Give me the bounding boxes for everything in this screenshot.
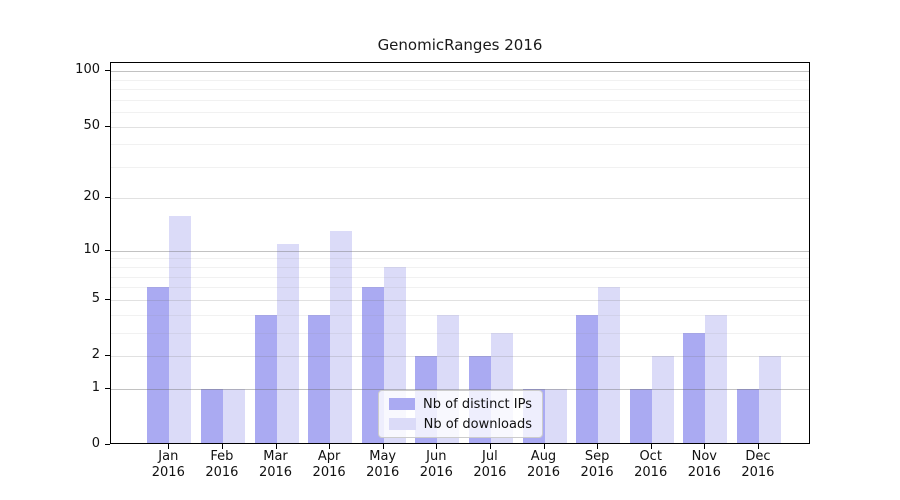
x-tick-sep [597, 444, 599, 449]
x-tick-may [382, 444, 384, 449]
bar-dec-distinct-ips [736, 388, 759, 443]
plot-area [110, 62, 810, 444]
legend: Nb of distinct IPs Nb of downloads [378, 390, 543, 438]
y-tick-label-2: 2 [91, 347, 100, 362]
gridline-30 [111, 166, 809, 168]
gridline-7 [111, 276, 809, 278]
bar-jan-distinct-ips [147, 287, 170, 443]
gridline-5 [111, 299, 809, 301]
gridline-2 [111, 356, 809, 357]
bar-mar-downloads [276, 243, 299, 443]
x-tick-aug [543, 444, 545, 449]
bar-oct-distinct-ips [629, 388, 652, 443]
x-tick-apr [329, 444, 331, 449]
x-tick-label-jan: Jan 2016 [151, 449, 185, 480]
y-tick-label-50: 50 [83, 117, 100, 133]
gridline-8 [111, 267, 809, 269]
y-tick-label-5: 5 [91, 290, 100, 306]
gridline-100 [111, 71, 809, 73]
bar-sep-downloads [598, 287, 621, 443]
gridline-90 [111, 79, 809, 81]
x-tick-dec [757, 444, 759, 449]
x-tick-label-aug: Aug 2016 [526, 449, 561, 480]
grid-layer [111, 63, 809, 443]
x-tick-label-may: May 2016 [366, 449, 400, 480]
y-tick-label-0: 0 [91, 436, 100, 451]
x-tick-label-sep: Sep 2016 [580, 449, 614, 480]
bar-apr-distinct-ips [308, 314, 331, 443]
bar-jan-downloads [169, 215, 192, 443]
chart-title: GenomicRanges 2016 [377, 36, 543, 54]
bar-aug-downloads [544, 388, 567, 443]
bar-oct-downloads [651, 356, 674, 443]
x-tick-label-nov: Nov 2016 [687, 449, 721, 480]
x-tick-label-jun: Jun 2016 [419, 449, 453, 480]
bar-nov-downloads [705, 314, 728, 443]
bar-sep-distinct-ips [576, 314, 599, 443]
bar-feb-downloads [222, 388, 245, 443]
y-tick-0 [105, 444, 110, 445]
bar-dec-downloads [758, 356, 781, 443]
y-tick-20 [105, 197, 110, 199]
y-tick-50 [105, 125, 110, 127]
gridline-1 [111, 388, 809, 390]
bar-mar-distinct-ips [254, 314, 277, 443]
gridline-3 [111, 332, 809, 334]
y-tick-label-10: 10 [83, 241, 100, 257]
bar-nov-distinct-ips [683, 332, 706, 443]
x-tick-nov [704, 444, 706, 449]
gridline-20 [111, 198, 809, 200]
x-tick-mar [275, 444, 277, 449]
x-tick-label-apr: Apr 2016 [312, 449, 346, 480]
x-tick-feb [221, 444, 223, 449]
gridline-60 [111, 112, 809, 114]
legend-swatch-downloads [389, 418, 416, 430]
x-tick-jan [168, 444, 170, 449]
legend-swatch-distinct-ips [389, 398, 416, 410]
legend-label-downloads: Nb of downloads [423, 416, 532, 432]
gridline-10 [111, 250, 809, 252]
x-tick-label-dec: Dec 2016 [741, 449, 775, 480]
x-tick-oct [650, 444, 652, 449]
gridline-6 [111, 287, 809, 289]
gridline-70 [111, 99, 809, 101]
x-tick-label-feb: Feb 2016 [205, 449, 239, 480]
y-tick-label-100: 100 [75, 62, 100, 78]
gridline-40 [111, 144, 809, 146]
y-tick-2 [105, 355, 110, 356]
gridline-4 [111, 314, 809, 316]
y-tick-1 [105, 387, 110, 389]
y-tick-100 [105, 70, 110, 72]
x-tick-label-jul: Jul 2016 [473, 449, 507, 480]
x-tick-jul [489, 444, 491, 449]
legend-entry-downloads: Nb of downloads [389, 417, 532, 432]
x-tick-label-oct: Oct 2016 [634, 449, 668, 480]
x-tick-jun [436, 444, 438, 449]
y-tick-label-20: 20 [83, 189, 100, 205]
bar-feb-distinct-ips [200, 388, 223, 443]
legend-label-distinct-ips: Nb of distinct IPs [423, 396, 532, 412]
gridline-9 [111, 258, 809, 260]
y-tick-10 [105, 249, 110, 251]
x-tick-label-mar: Mar 2016 [258, 449, 293, 480]
y-tick-5 [105, 298, 110, 300]
gridline-80 [111, 89, 809, 91]
legend-entry-distinct-ips: Nb of distinct IPs [389, 397, 532, 412]
bar-apr-downloads [330, 231, 353, 443]
gridline-50 [111, 126, 809, 128]
y-tick-label-1: 1 [91, 379, 100, 395]
